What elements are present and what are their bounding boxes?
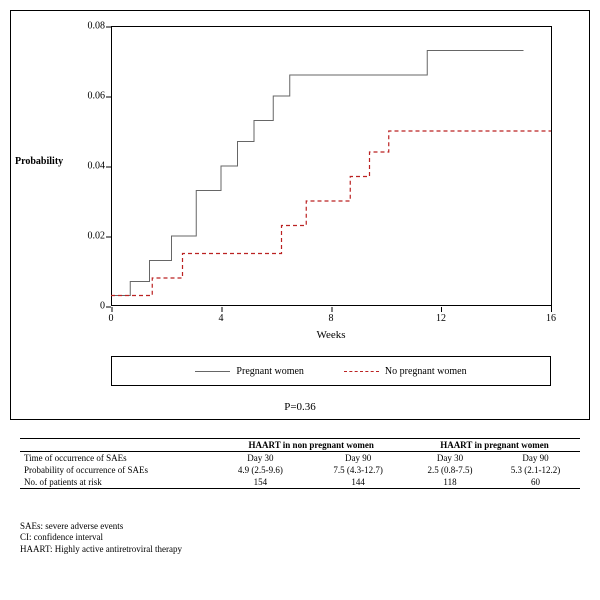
chart-container: Probability Weeks 00.020.040.060.0804812… [10,10,590,420]
x-tick: 12 [436,313,446,324]
table-cell: 154 [213,476,307,489]
table-cell: 2.5 (0.8-7.5) [409,464,491,476]
x-tick: 16 [546,313,556,324]
legend-item-pregnant: Pregnant women [195,366,304,377]
y-tick: 0.08 [75,21,105,32]
plot-area: Weeks 00.020.040.060.080481216 [111,26,551,306]
table-subheader: Day 90 [307,452,409,465]
p-value-label: P=0.36 [284,401,316,413]
y-tick: 0.06 [75,91,105,102]
series-nonpregnant [111,131,551,296]
chart-lines [111,26,551,306]
table-subheader: Day 90 [491,452,580,465]
table-cell: 4.9 (2.5-9.6) [213,464,307,476]
table-group-header: HAART in pregnant women [409,439,580,452]
table-row: No. of patients at risk 154 144 118 60 [20,476,580,489]
series-pregnant [111,51,524,296]
table-subheader: Day 30 [409,452,491,465]
abbr-line: HAART: Highly active antiretroviral ther… [20,544,182,555]
x-tick: 0 [109,313,114,324]
table-row-label: No. of patients at risk [20,476,213,489]
table-cell: 7.5 (4.3-12.7) [307,464,409,476]
table-cell: 144 [307,476,409,489]
legend-swatch [344,371,379,372]
table-cell: 118 [409,476,491,489]
table-row-label: Probability of occurrence of SAEs [20,464,213,476]
table-group-header: HAART in non pregnant women [213,439,409,452]
legend-swatch [195,371,230,372]
y-tick: 0.04 [75,161,105,172]
table-cell: 5.3 (2.1-12.2) [491,464,580,476]
table-cell: 60 [491,476,580,489]
table-corner [20,439,213,452]
abbr-line: SAEs: severe adverse events [20,521,182,532]
x-axis-label: Weeks [316,329,345,341]
y-axis-label: Probability [15,156,63,167]
legend-label: Pregnant women [236,366,304,377]
legend-label: No pregnant women [385,366,467,377]
y-tick: 0.02 [75,231,105,242]
x-tick: 8 [329,313,334,324]
abbr-line: CI: confidence interval [20,532,182,543]
table-subheader: Day 30 [213,452,307,465]
x-tick: 4 [219,313,224,324]
table-row-label: Time of occurrence of SAEs [20,452,213,465]
data-table: HAART in non pregnant women HAART in pre… [20,438,580,489]
legend-item-nonpregnant: No pregnant women [344,366,467,377]
legend: Pregnant women No pregnant women [111,356,551,386]
table-header-row: HAART in non pregnant women HAART in pre… [20,439,580,452]
table-subheader-row: Time of occurrence of SAEs Day 30 Day 90… [20,452,580,465]
y-tick: 0 [75,301,105,312]
abbreviations: SAEs: severe adverse events CI: confiden… [20,521,182,555]
table-row: Probability of occurrence of SAEs 4.9 (2… [20,464,580,476]
